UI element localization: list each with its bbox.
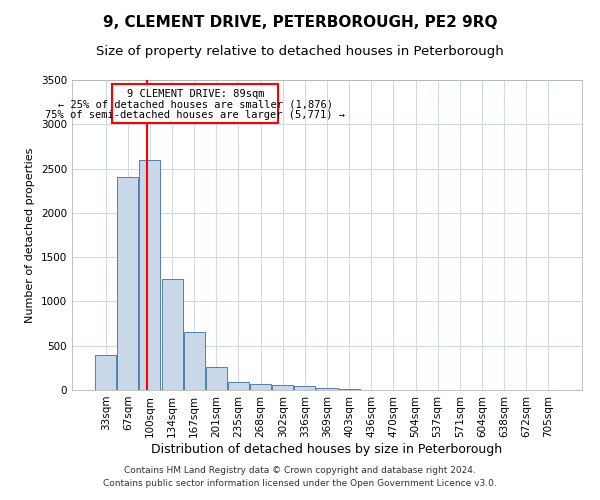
X-axis label: Distribution of detached houses by size in Peterborough: Distribution of detached houses by size … <box>151 442 503 456</box>
Bar <box>112 84 278 122</box>
Text: Contains HM Land Registry data © Crown copyright and database right 2024.
Contai: Contains HM Land Registry data © Crown c… <box>103 466 497 487</box>
Text: 75% of semi-detached houses are larger (5,771) →: 75% of semi-detached houses are larger (… <box>46 110 346 120</box>
Text: 9 CLEMENT DRIVE: 89sqm: 9 CLEMENT DRIVE: 89sqm <box>127 90 264 100</box>
Text: Size of property relative to detached houses in Peterborough: Size of property relative to detached ho… <box>96 45 504 58</box>
Bar <box>316 388 338 390</box>
Text: ← 25% of detached houses are smaller (1,876): ← 25% of detached houses are smaller (1,… <box>58 100 333 110</box>
Bar <box>184 332 205 390</box>
Bar <box>272 384 293 390</box>
Bar <box>295 386 316 390</box>
Y-axis label: Number of detached properties: Number of detached properties <box>25 148 35 322</box>
Bar <box>118 178 139 390</box>
Bar <box>338 388 359 390</box>
Bar <box>228 382 249 390</box>
Bar <box>161 280 182 390</box>
Text: 9, CLEMENT DRIVE, PETERBOROUGH, PE2 9RQ: 9, CLEMENT DRIVE, PETERBOROUGH, PE2 9RQ <box>103 15 497 30</box>
Bar <box>139 160 160 390</box>
Bar <box>95 354 116 390</box>
Bar <box>250 384 271 390</box>
Bar <box>206 367 227 390</box>
